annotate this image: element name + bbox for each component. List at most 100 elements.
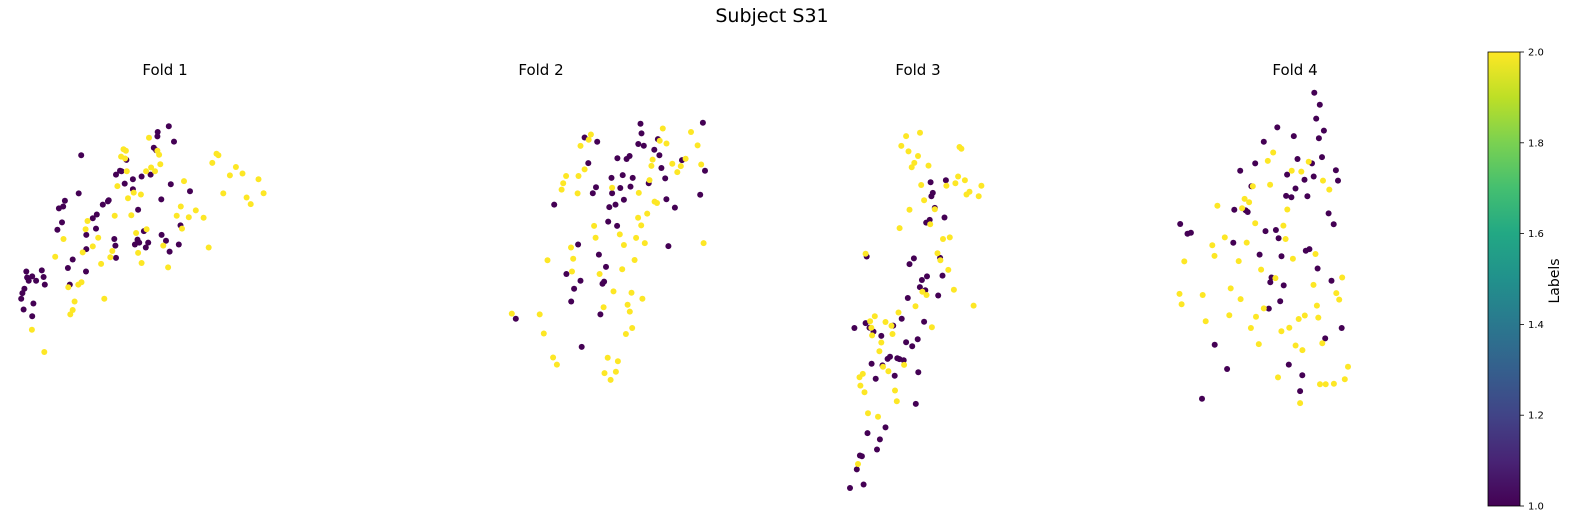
scatter-point <box>663 196 670 203</box>
scatter-point <box>1319 154 1325 161</box>
scatter-point <box>1275 235 1282 242</box>
scatter-point <box>205 244 212 251</box>
scatter-point <box>958 145 965 152</box>
scatter-point <box>910 255 917 262</box>
scatter-point <box>855 461 861 467</box>
scatter-point <box>121 180 128 187</box>
scatter-point <box>23 268 30 275</box>
scatter-point <box>900 357 907 364</box>
scatter-point <box>600 304 607 311</box>
scatter-point <box>69 307 76 313</box>
scatter-point <box>558 186 565 193</box>
scatter-point <box>173 212 180 219</box>
colorbar-ticks: 1.0 1.2 1.4 1.6 1.8 2.0 <box>1520 48 1544 513</box>
scatter-point <box>898 315 905 322</box>
scatter-point <box>929 189 936 196</box>
scatter-point <box>59 219 65 226</box>
scatter-point <box>1252 220 1259 227</box>
scatter-point <box>639 295 646 302</box>
scatter-point <box>635 189 642 196</box>
scatter-point <box>78 279 85 286</box>
scatter-point <box>903 133 910 140</box>
scatter-point <box>853 466 860 473</box>
scatter-point <box>93 225 99 232</box>
scatter-point <box>69 256 76 263</box>
scatter-point <box>1284 206 1291 213</box>
scatter-point <box>694 142 701 149</box>
scatter-point <box>868 360 875 367</box>
scatter-point <box>109 248 116 254</box>
scatter-point <box>52 253 59 260</box>
scatter-point <box>644 210 651 217</box>
scatter-point <box>885 368 892 375</box>
scatter-point <box>970 302 977 309</box>
scatter-point <box>1299 347 1306 354</box>
scatter-point <box>551 201 558 208</box>
panel-title: Fold 1 <box>142 61 187 79</box>
scatter-point <box>123 168 130 175</box>
scatter-point <box>148 164 155 171</box>
scatter-point <box>1288 167 1295 174</box>
scatter-point <box>568 298 575 305</box>
scatter-point <box>939 272 946 279</box>
scatter-point <box>146 134 152 141</box>
scatter-point <box>136 239 143 246</box>
scatter-point <box>563 271 570 277</box>
scatter-point <box>64 265 71 271</box>
scatter-point <box>620 196 627 203</box>
scatter-point <box>1199 292 1206 298</box>
scatter-point <box>606 204 613 211</box>
scatter-point <box>157 161 164 168</box>
scatter-point <box>916 284 923 291</box>
scatter-point <box>578 343 585 350</box>
scatter-point <box>20 306 27 313</box>
scatter-point <box>919 288 926 295</box>
scatter-point <box>610 288 617 295</box>
scatter-point <box>860 481 867 488</box>
scatter-point <box>1335 177 1341 184</box>
scatter-point <box>1301 312 1308 319</box>
scatter-point <box>589 190 596 197</box>
scatter-point <box>698 161 705 168</box>
scatter-point <box>1322 335 1329 342</box>
scatter-point <box>1326 186 1333 193</box>
scatter-point <box>903 339 910 346</box>
scatter-point <box>882 424 889 431</box>
scatter-point <box>575 241 582 248</box>
scatter-point <box>1305 158 1312 165</box>
scatter-point <box>1226 312 1233 319</box>
scatter-point <box>1256 251 1263 258</box>
scatter-point <box>111 236 118 242</box>
scatter-point <box>29 273 36 280</box>
scatter-point <box>33 277 40 284</box>
scatter-point <box>154 133 161 140</box>
scatter-point <box>111 212 118 219</box>
scatter-point <box>83 231 90 238</box>
scatter-point <box>601 370 608 377</box>
scatter-point <box>941 214 948 221</box>
scatter-point <box>880 363 886 370</box>
scatter-point <box>260 190 267 197</box>
scatter-point <box>1278 253 1285 260</box>
scatter-point <box>1280 282 1287 289</box>
scatter-point <box>904 295 911 301</box>
scatter-point <box>1277 298 1284 305</box>
scatter-point <box>624 301 631 308</box>
scatter-point <box>1187 229 1194 236</box>
scatter-point <box>700 240 707 247</box>
scatter-point <box>892 387 898 394</box>
scatter-point <box>896 225 903 232</box>
scatter-point <box>40 274 47 280</box>
colorbar-tick-label: 1.4 <box>1528 320 1544 331</box>
scatter-point <box>923 292 930 298</box>
scatter-point <box>662 175 669 182</box>
scatter-point <box>147 171 154 178</box>
scatter-point <box>891 372 898 379</box>
scatter-point <box>128 212 135 219</box>
scatter-point <box>915 153 921 159</box>
scatter-point <box>122 147 129 154</box>
scatter-point <box>946 234 953 241</box>
scatter-point <box>1294 156 1301 162</box>
scatter-point <box>851 325 858 331</box>
scatter-point <box>41 349 48 355</box>
